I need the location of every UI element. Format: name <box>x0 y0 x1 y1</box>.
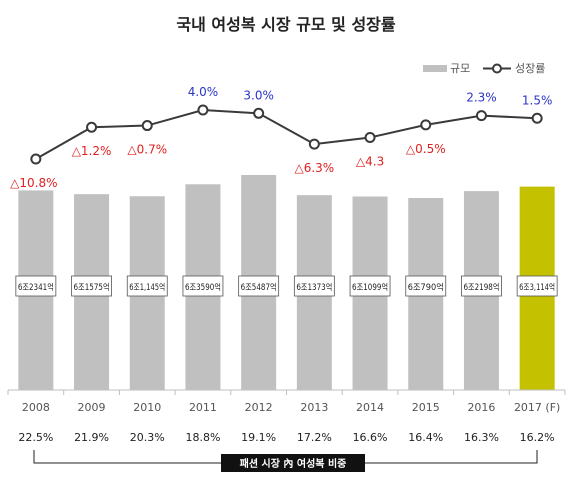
x-axis-labels: 2008 2009 2010 2011 2012 2013 2014 2015 2016 2017… <box>22 401 561 414</box>
growth-point <box>197 104 209 116</box>
bar-value-label: 6조1,145억 <box>129 282 165 293</box>
share-value: 16.6% <box>353 431 388 444</box>
bar-value-label: 6조2341억 <box>18 282 54 293</box>
x-tick-label: 2009 <box>78 401 106 414</box>
growth-label: 2.3% <box>466 91 497 105</box>
legend-marker-swatch <box>492 63 502 74</box>
growth-label: △0.5% <box>406 142 446 156</box>
share-value: 16.4% <box>408 431 443 444</box>
growth-label: 3.0% <box>243 88 274 102</box>
growth-label: 4.0% <box>188 85 219 99</box>
share-row: 22.5% 21.9% 20.3% 18.8% 19.1% 17.2% 16.6% 16.4%… <box>18 431 554 444</box>
growth-point <box>420 119 432 131</box>
growth-line <box>35 108 538 160</box>
legend-bar-swatch <box>423 65 447 72</box>
bracket-caption-box <box>221 454 365 472</box>
bar-value-box <box>238 275 280 297</box>
legend: 규모 성장률 <box>423 62 545 75</box>
bar-value-box <box>516 275 558 297</box>
bar-value-label: 6조1373억 <box>296 282 332 293</box>
bar-value-box <box>349 275 391 297</box>
share-value: 22.5% <box>18 431 53 444</box>
share-value: 18.8% <box>185 431 220 444</box>
x-tick-label: 2016 <box>467 401 495 414</box>
x-tick-label: 2011 <box>189 401 217 414</box>
growth-label: △1.2% <box>72 144 112 158</box>
growth-point <box>30 153 42 165</box>
bar-value-label: 6조2198억 <box>463 282 499 293</box>
share-value: 21.9% <box>74 431 109 444</box>
bar-value-box <box>126 275 168 297</box>
bar-value-label: 6조1099억 <box>352 282 388 293</box>
chart-title: 국내 여성복 시장 규모 및 성장률 <box>176 15 395 34</box>
x-tick-label: 2013 <box>300 401 328 414</box>
share-bracket: 패션 시장 內 여성복 비중 <box>33 450 538 472</box>
x-tick-label: 2017 (F) <box>514 401 560 414</box>
x-tick-label: 2015 <box>412 401 440 414</box>
growth-line-series <box>30 104 543 165</box>
bar-value-box <box>293 275 335 297</box>
growth-label: △10.8% <box>10 176 57 190</box>
x-axis-ticks <box>7 390 566 395</box>
share-value: 16.3% <box>464 431 499 444</box>
bar-value-label: 6조3590억 <box>185 282 221 293</box>
bar-value-label: 6조5487억 <box>241 282 277 293</box>
bar-value-label: 6조790억 <box>408 282 444 293</box>
x-tick-label: 2014 <box>356 401 384 414</box>
growth-label: △6.3% <box>294 161 334 175</box>
growth-point <box>531 112 543 124</box>
growth-point <box>475 110 487 122</box>
growth-point <box>86 121 98 133</box>
bar-value-box <box>182 275 224 297</box>
share-value: 20.3% <box>130 431 165 444</box>
share-value: 16.2% <box>520 431 555 444</box>
growth-point <box>364 131 376 143</box>
bar-value-box <box>71 275 112 297</box>
growth-point <box>253 107 265 119</box>
bar-labels: 6조2341억 6조1575억 6조1,145억 6조3590억 6조5487억 6조13… <box>15 275 558 297</box>
share-value: 19.1% <box>241 431 276 444</box>
growth-label: 1.5% <box>522 93 553 107</box>
x-tick-label: 2010 <box>133 401 161 414</box>
share-value: 17.2% <box>297 431 332 444</box>
bar-value-label: 6조1575억 <box>74 282 110 293</box>
growth-label: △4.3 <box>356 154 384 168</box>
growth-point <box>141 120 153 132</box>
bar-value-box <box>461 275 502 297</box>
bar-value-box <box>15 275 57 297</box>
x-tick-label: 2008 <box>22 401 50 414</box>
legend-label-growth: 성장률 <box>515 62 545 75</box>
x-tick-label: 2012 <box>245 401 273 414</box>
bar-value-box <box>405 275 447 297</box>
legend-label-size: 규모 <box>450 62 470 75</box>
growth-point <box>308 138 320 150</box>
growth-label: △0.7% <box>127 143 167 157</box>
bar-value-label: 6조3,114억 <box>519 282 555 293</box>
growth-labels: △10.8% △1.2% △0.7% 4.0% 3.0% △6.3% △4.3 △0.5% 2.… <box>10 85 552 190</box>
bracket-caption: 패션 시장 內 여성복 비중 <box>240 457 347 470</box>
